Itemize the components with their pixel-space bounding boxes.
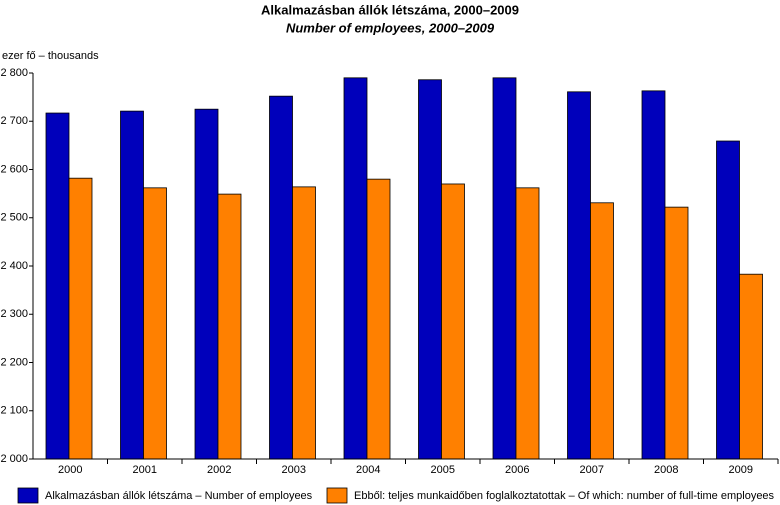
bar [441, 183, 465, 460]
legend-label: Ebből: teljes munkaidőben foglalkoztatot… [354, 490, 775, 502]
y-tick-label: 2 800 [0, 67, 28, 79]
bar [739, 273, 763, 460]
y-tick-label: 2 200 [0, 356, 28, 368]
bar [590, 202, 614, 460]
bar [292, 186, 316, 460]
x-tick-label: 2007 [580, 464, 604, 476]
bar [194, 108, 219, 460]
bar [716, 140, 740, 460]
bar [343, 77, 368, 460]
x-tick-label: 2003 [282, 464, 306, 476]
y-tick-label: 2 000 [0, 453, 28, 465]
x-tick-label: 2002 [207, 464, 231, 476]
chart-title: Alkalmazásban állók létszáma, 2000–2009 [261, 2, 519, 17]
y-tick-label: 2 400 [0, 260, 28, 272]
bar [68, 177, 93, 460]
legend-label: Alkalmazásban állók létszáma – Number of… [45, 490, 313, 502]
bar [515, 187, 540, 460]
bar [269, 95, 293, 460]
bar [143, 187, 167, 460]
y-tick-label: 2 700 [0, 115, 28, 127]
y-tick-label: 2 500 [0, 212, 28, 224]
bar [567, 91, 591, 460]
bar [641, 90, 666, 460]
x-tick-label: 2009 [729, 464, 753, 476]
x-tick-label: 2004 [356, 464, 380, 476]
x-tick-label: 2000 [58, 464, 82, 476]
x-tick-label: 2006 [505, 464, 529, 476]
bar [664, 206, 689, 460]
bar [366, 178, 391, 460]
y-tick-label: 2 100 [0, 405, 28, 417]
bar [492, 77, 517, 460]
x-tick-label: 2005 [431, 464, 455, 476]
legend-swatch [326, 487, 348, 504]
chart-subtitle: Number of employees, 2000–2009 [286, 20, 495, 35]
bar [120, 110, 144, 460]
y-tick-label: 2 300 [0, 308, 28, 320]
y-axis-label: ezer fő – thousands [2, 50, 99, 62]
bar [418, 79, 442, 460]
x-tick-label: 2008 [654, 464, 678, 476]
x-tick-label: 2001 [133, 464, 157, 476]
bar [217, 193, 242, 460]
bar [45, 112, 70, 460]
legend-swatch [17, 487, 39, 504]
y-tick-label: 2 600 [0, 163, 28, 175]
